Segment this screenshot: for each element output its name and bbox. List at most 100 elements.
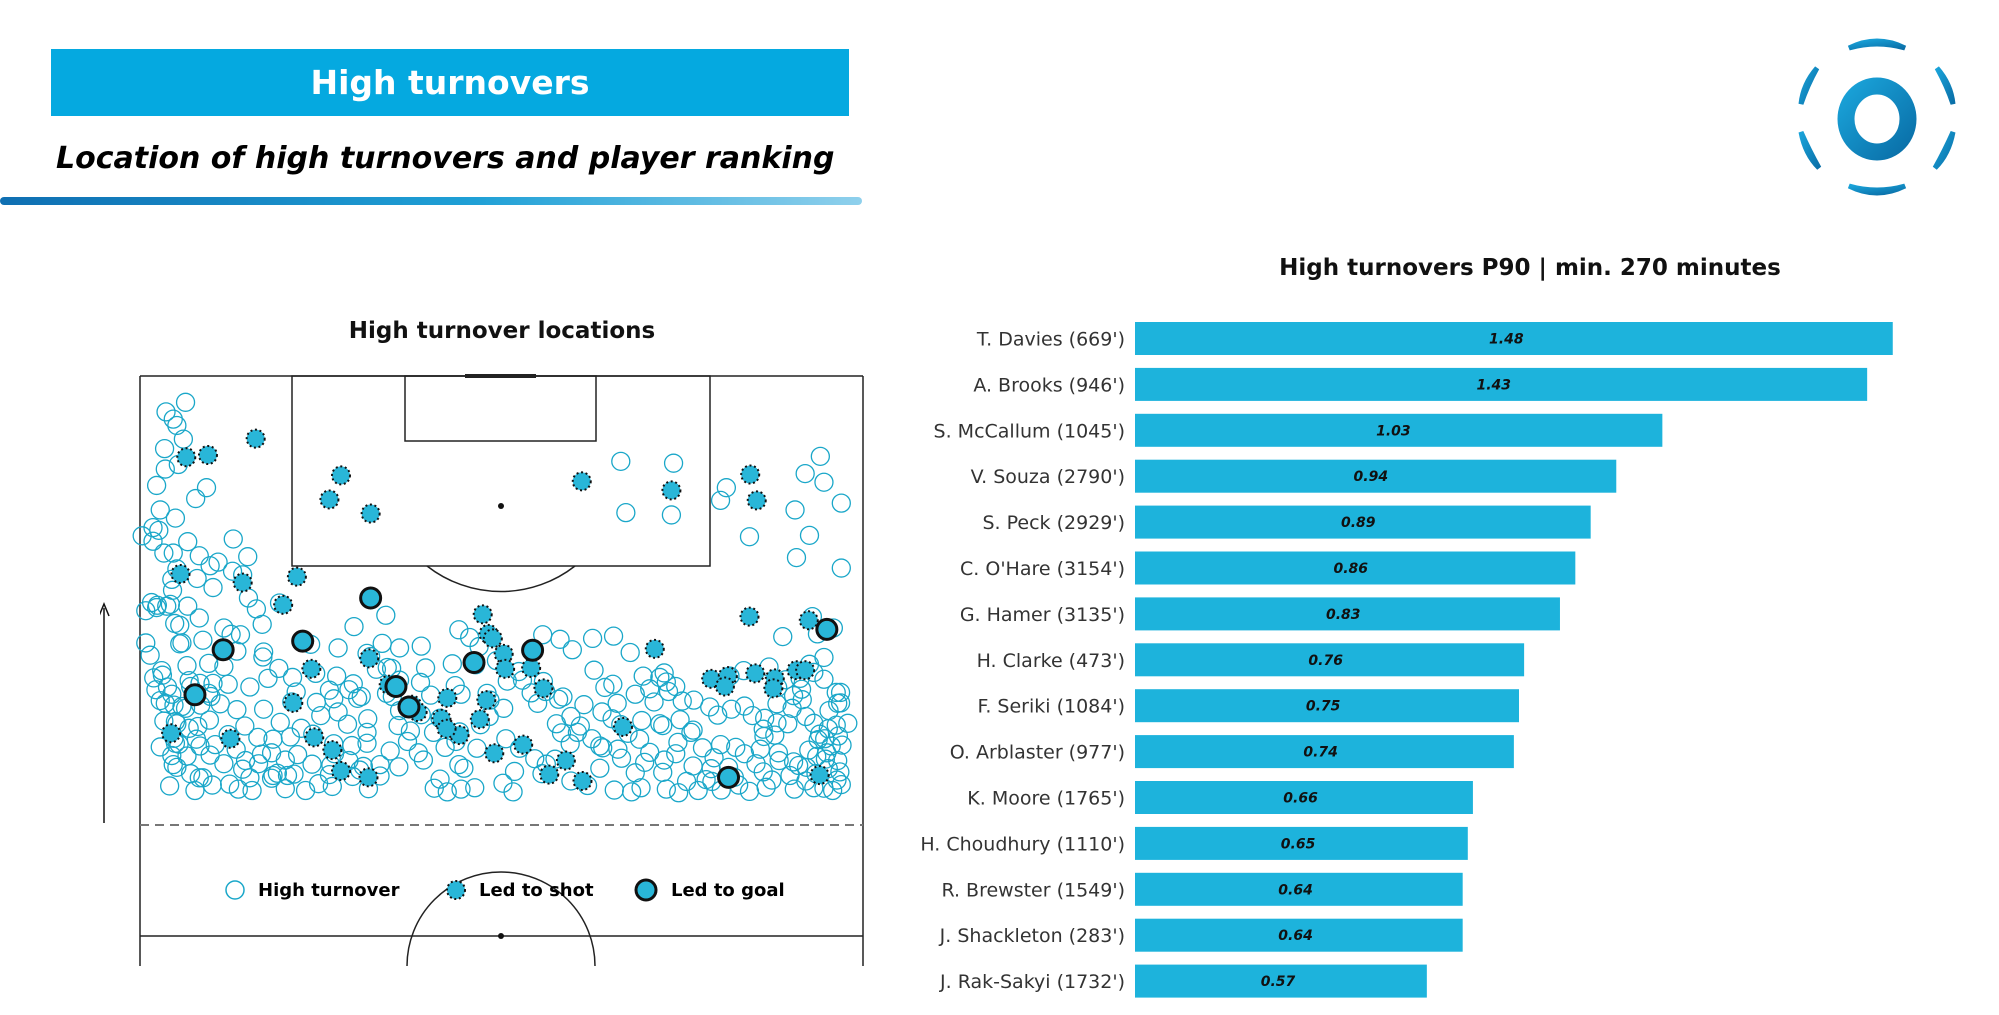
turnover-point: [242, 780, 262, 801]
turnover-point: [200, 556, 220, 576]
shot-point: [176, 447, 197, 468]
turnover-point: [503, 782, 523, 802]
turnover-point: [658, 681, 679, 702]
turnover-point: [449, 754, 469, 775]
shot-point: [197, 444, 218, 465]
legend-goal-marker: [634, 878, 658, 902]
bar-value-label: 0.65: [1281, 836, 1316, 852]
turnover-point: [795, 463, 815, 484]
bar-value-label: 0.83: [1326, 607, 1361, 623]
turnover-point: [451, 779, 471, 799]
shot-point: [644, 638, 665, 659]
turnover-point: [632, 710, 652, 731]
turnover-point: [146, 680, 166, 700]
shot-point: [572, 770, 593, 791]
shot-point: [283, 692, 304, 713]
turnover-point: [214, 618, 234, 638]
goal-point: [211, 638, 235, 662]
turnover-point: [143, 517, 163, 538]
turnover-point: [177, 656, 197, 676]
turnover-point: [708, 705, 728, 725]
shot-point: [245, 428, 266, 449]
bar-category-label: G. Hamer (3135'): [960, 604, 1125, 626]
turnover-point: [295, 780, 316, 801]
turnover-point: [263, 729, 283, 749]
shot-point: [330, 465, 351, 486]
turnover-point: [344, 616, 364, 637]
bar-value-label: 0.76: [1308, 653, 1343, 669]
bar: [1135, 551, 1576, 585]
turnover-point: [582, 729, 602, 749]
shot-point: [469, 709, 490, 730]
turnover-point: [496, 729, 516, 749]
turnover-point: [826, 682, 846, 703]
bar-category-label: S. Peck (2929'): [983, 512, 1126, 534]
shot-point: [286, 566, 307, 587]
shot-point: [360, 503, 381, 524]
turnover-point: [633, 666, 653, 686]
turnover-point: [411, 636, 431, 656]
turnover-point: [796, 706, 816, 727]
six-yard-box: [404, 375, 597, 442]
turnover-point: [269, 658, 289, 679]
bar-category-label: F. Seriki (1084'): [977, 696, 1125, 718]
bar-category-label: C. O'Hare (3154'): [960, 558, 1125, 580]
turnover-point: [755, 708, 775, 728]
turnover-point: [199, 653, 219, 674]
turnover-point: [644, 692, 664, 712]
turnover-point: [193, 630, 213, 650]
turnover-point: [595, 677, 615, 698]
turnover-point: [178, 532, 198, 552]
center-spot: [498, 933, 504, 939]
turnover-point: [163, 409, 183, 429]
shot-point: [319, 489, 340, 510]
turnover-point: [786, 547, 807, 568]
goal-point: [291, 629, 315, 653]
turnover-point: [200, 745, 220, 765]
turnover-point: [785, 500, 805, 520]
shot-point: [746, 490, 767, 511]
bar: [1135, 322, 1893, 355]
bar: [1135, 964, 1427, 998]
shot-point: [795, 660, 816, 681]
bar-value-label: 0.86: [1333, 561, 1368, 577]
goal-point: [521, 638, 545, 662]
turnover-point: [767, 713, 787, 733]
turnover-point: [185, 780, 205, 801]
turnover-point: [640, 679, 660, 699]
bar-value-label: 0.89: [1341, 515, 1376, 531]
turnover-point: [799, 525, 820, 546]
turnover-point: [814, 647, 834, 668]
turnover-point: [621, 782, 642, 802]
turnover-point: [163, 543, 183, 563]
turnover-point: [339, 680, 359, 700]
turnover-point: [357, 733, 377, 753]
goal-point: [359, 586, 383, 610]
bar-chart-title: High turnovers P90 | min. 270 minutes: [1279, 255, 1781, 281]
turnover-point: [666, 744, 686, 764]
turnover-point: [620, 642, 640, 663]
turnover-point: [263, 765, 283, 786]
turnover-point: [144, 668, 164, 688]
goal-point: [397, 695, 421, 719]
subtitle-underline: [0, 197, 862, 205]
legend-goal-label: Led to goal: [671, 880, 785, 901]
turnover-point: [186, 488, 206, 509]
turnover-point: [546, 714, 567, 734]
turnover-point: [635, 752, 655, 773]
turnover-point: [810, 446, 830, 467]
turnover-point: [235, 750, 256, 771]
turnover-point: [136, 633, 156, 653]
shot-point: [612, 716, 633, 737]
turnover-point: [203, 577, 223, 598]
turnover-point: [261, 768, 282, 788]
turnover-point: [164, 695, 184, 715]
turnover-point: [681, 722, 701, 743]
turnover-point: [408, 743, 429, 763]
turnover-point: [814, 669, 834, 689]
turnover-point: [818, 719, 838, 739]
turnover-point: [607, 693, 627, 713]
turnover-point: [553, 687, 573, 707]
bar-value-label: 0.64: [1278, 928, 1313, 944]
bar: [1135, 689, 1519, 723]
